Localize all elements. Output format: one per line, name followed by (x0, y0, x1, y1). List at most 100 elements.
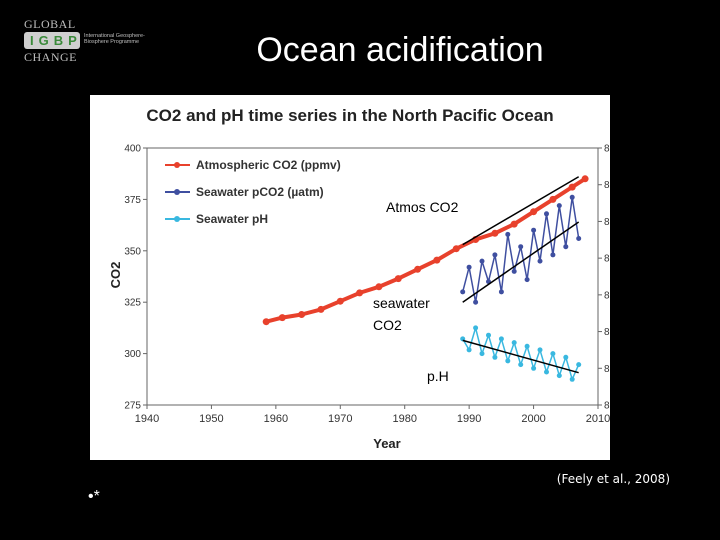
series-point-atm-co2-1 (278, 314, 286, 322)
series-point-atm-co2-9 (433, 256, 441, 264)
y-left-tick-label-0: 275 (124, 401, 141, 412)
y-left-tick-label-1: 300 (124, 349, 141, 360)
series-point-sw-pco2-9 (518, 244, 524, 250)
legend-dot-atm-co2 (174, 162, 180, 168)
series-point-sw-pco2-15 (556, 203, 562, 209)
series-point-sw-pco2-14 (550, 252, 556, 258)
series-point-atm-co2-7 (394, 275, 402, 283)
series-point-sw-ph-6 (498, 336, 504, 342)
series-point-atm-co2-5 (356, 289, 364, 297)
igbp-logo: GLOBAL IGBP International Geosphere-Bios… (24, 18, 154, 64)
x-tick-label-7: 2010 (586, 413, 610, 425)
series-point-sw-ph-8 (511, 340, 517, 346)
annotation-seawater: seawater (373, 295, 430, 311)
series-point-atm-co2-4 (336, 297, 344, 305)
legend-label-sw-pco2: Seawater pCO2 (µatm) (196, 185, 324, 199)
series-point-sw-pco2-6 (498, 289, 504, 295)
series-point-sw-pco2-12 (537, 258, 543, 264)
bullet-mark: •* (88, 488, 100, 505)
trend-line-2 (462, 339, 579, 374)
series-point-sw-ph-4 (486, 332, 491, 338)
series-point-sw-ph-2 (473, 325, 479, 331)
series-point-sw-ph-18 (576, 362, 582, 368)
series-point-sw-pco2-11 (531, 227, 537, 233)
slide-title: Ocean acidification (256, 31, 544, 69)
trend-line-0 (462, 176, 580, 246)
series-point-atm-co2-13 (510, 220, 518, 228)
y-right-tick-label-7: 8.38 (604, 144, 610, 155)
y-left-tick-label-5: 400 (124, 144, 141, 155)
trend-line-1 (462, 221, 580, 303)
y-right-tick-label-4: 8.23 (604, 254, 610, 265)
series-point-atm-co2-16 (568, 183, 576, 191)
series-point-sw-pco2-3 (479, 258, 485, 264)
series-point-sw-ph-14 (550, 351, 556, 357)
x-tick-label-4: 1980 (392, 413, 416, 425)
series-point-sw-ph-15 (556, 373, 562, 379)
series-point-atm-co2-10 (452, 245, 460, 253)
series-point-sw-pco2-1 (466, 264, 472, 270)
series-point-sw-ph-5 (492, 354, 498, 360)
x-tick-label-5: 1990 (457, 413, 481, 425)
series-point-atm-co2-0 (262, 318, 270, 326)
y-right-tick-label-5: 8.28 (604, 217, 610, 228)
x-tick-label-1: 1950 (199, 413, 223, 425)
annotation-atmos-co2: Atmos CO2 (386, 199, 459, 215)
y-left-tick-label-2: 325 (124, 298, 141, 309)
y-right-tick-label-2: 8.13 (604, 327, 610, 338)
plot-frame (146, 147, 599, 406)
series-point-sw-ph-17 (569, 376, 575, 382)
series-point-sw-ph-9 (518, 362, 524, 368)
series-point-sw-ph-1 (466, 347, 472, 353)
series-point-sw-pco2-5 (492, 252, 498, 258)
series-point-atm-co2-15 (549, 195, 557, 203)
legend-dot-sw-ph (174, 216, 180, 222)
x-axis-label: Year (373, 436, 400, 451)
series-point-atm-co2-17 (581, 175, 589, 183)
citation: (Feely et al., 2008) (556, 472, 670, 486)
series-point-atm-co2-3 (317, 305, 325, 313)
logo-acronym: IGBP (30, 33, 82, 48)
annotation-co2: CO2 (373, 317, 402, 333)
series-point-sw-ph-12 (537, 347, 543, 353)
y-left-tick-label-4: 375 (124, 195, 141, 206)
logo-word-global: GLOBAL (24, 17, 76, 31)
y-right-tick-label-6: 8.33 (604, 180, 610, 191)
legend-label-sw-ph: Seawater pH (196, 212, 268, 226)
series-point-sw-pco2-10 (524, 277, 530, 283)
series-line-sw-pco2 (461, 196, 580, 303)
chart-title: CO2 and pH time series in the North Paci… (146, 106, 553, 125)
series-point-atm-co2-2 (298, 311, 306, 318)
y-right-tick-label-0: 8.03 (604, 401, 610, 412)
x-tick-label-0: 1940 (135, 413, 159, 425)
co2-ph-chart: CO2 and pH time series in the North Paci… (108, 106, 610, 451)
series-point-sw-ph-3 (479, 351, 485, 357)
y-right-tick-label-1: 8.08 (604, 364, 610, 375)
series-point-sw-ph-16 (563, 354, 569, 360)
y-axis-label-left: CO2 (108, 262, 123, 289)
series-point-atm-co2-8 (414, 265, 422, 273)
series-point-atm-co2-6 (375, 283, 383, 291)
x-tick-label-3: 1970 (328, 413, 352, 425)
series-point-sw-ph-10 (524, 343, 530, 349)
series-point-sw-pco2-8 (511, 268, 517, 274)
series-point-sw-pco2-17 (569, 194, 575, 200)
figure-panel: CO2 and pH time series in the North Paci… (90, 95, 610, 460)
logo-word-change: CHANGE (24, 50, 77, 64)
x-tick-label-6: 2000 (521, 413, 545, 425)
series-point-sw-pco2-13 (544, 211, 549, 217)
series-point-sw-pco2-2 (473, 299, 479, 305)
series-point-sw-pco2-16 (563, 244, 569, 250)
y-left-tick-label-3: 350 (124, 246, 141, 257)
logo-subtext: International Geosphere-Biosphere Progra… (84, 33, 145, 45)
series-point-sw-ph-7 (505, 358, 511, 364)
series-point-sw-pco2-0 (460, 289, 466, 295)
legend-dot-sw-pco2 (174, 189, 180, 195)
plot-layer: 1940 1950 1960 1970 1980 1990 2000 2010 275 300 32… (124, 144, 610, 426)
series-point-sw-pco2-18 (576, 236, 582, 241)
annotation-ph: p.H (427, 368, 449, 384)
logo-acronym-box: IGBP (24, 32, 80, 49)
chart-legend: Atmospheric CO2 (ppmv) Seawater pCO2 (µa… (165, 158, 341, 226)
legend-label-atm-co2: Atmospheric CO2 (ppmv) (196, 158, 341, 172)
series-point-sw-pco2-7 (505, 231, 511, 237)
